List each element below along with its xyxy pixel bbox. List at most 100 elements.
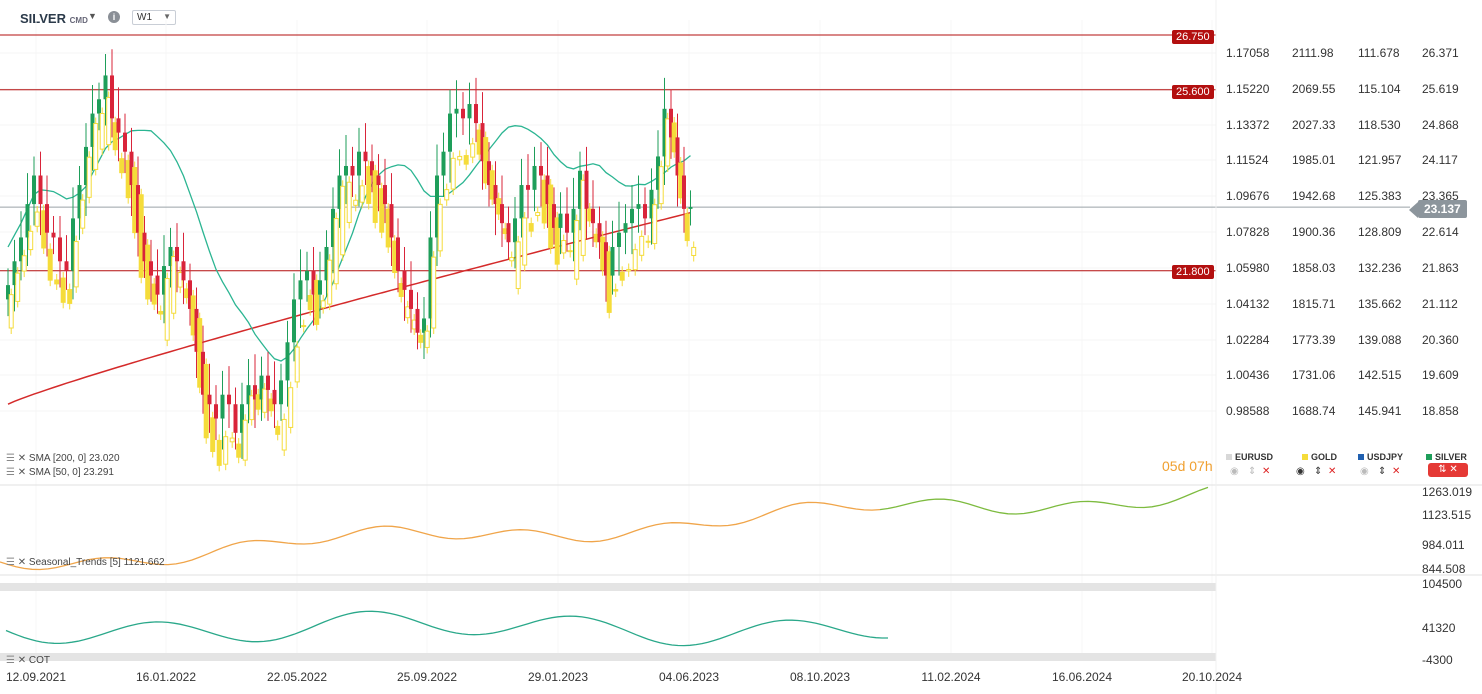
candle-body xyxy=(428,237,433,319)
candle-body xyxy=(487,161,491,186)
candle-body xyxy=(474,104,478,124)
axis-cot-tick: -4300 xyxy=(1422,653,1453,667)
gold-candle-body xyxy=(158,310,164,315)
candle-body xyxy=(175,246,179,262)
candle-body xyxy=(201,351,205,395)
candle-body xyxy=(617,232,621,247)
sma50-remove-icon[interactable]: ✕ xyxy=(17,467,27,478)
gold-candle-body xyxy=(398,283,404,297)
candle-body xyxy=(552,204,556,228)
symbol-dropdown-icon[interactable]: ▼ xyxy=(88,11,97,21)
usdjpy-eye-icon[interactable]: ◉ xyxy=(1360,466,1369,477)
instrument-usdjpy[interactable]: USDJPY xyxy=(1358,452,1403,462)
legend-sma50[interactable]: ☰ ✕ SMA [50, 0] 23.291 xyxy=(6,467,114,478)
gold-candle-body xyxy=(483,137,489,184)
candle-body xyxy=(279,380,283,405)
gold-candle-body xyxy=(372,170,378,223)
sma200-remove-icon[interactable]: ✕ xyxy=(17,453,27,464)
gold-candle-body xyxy=(437,203,443,252)
candle-body xyxy=(422,318,426,333)
timeframe-chevron-icon: ▼ xyxy=(163,12,171,21)
date-label: 04.06.2023 xyxy=(658,670,720,684)
instrument-eurusd[interactable]: EURUSD xyxy=(1226,452,1273,462)
gold-candle-body xyxy=(424,330,430,348)
level-tag-25600[interactable]: 25.600 xyxy=(1172,85,1214,99)
usdjpy-sort-icon[interactable]: ⇕ xyxy=(1378,466,1387,477)
gold-candle-body xyxy=(229,437,235,443)
candle-body xyxy=(292,299,296,343)
seasonal-path-future xyxy=(879,486,1209,515)
cot-menu-icon[interactable]: ☰ xyxy=(6,655,15,666)
level-tag-26750[interactable]: 26.750 xyxy=(1172,30,1214,44)
timeframe-select[interactable]: W1 ▼ xyxy=(132,10,176,25)
gold-close-icon[interactable]: ✕ xyxy=(1328,466,1337,477)
eurusd-close-icon[interactable]: ✕ xyxy=(1262,466,1271,477)
gold-sort-icon[interactable]: ⇕ xyxy=(1314,466,1323,477)
candle-body xyxy=(506,223,511,243)
gold-candle-body xyxy=(262,388,268,413)
candle-body xyxy=(402,270,407,290)
silver-controls-button[interactable]: ⇅ ✕ xyxy=(1428,463,1468,477)
cot-path xyxy=(5,610,888,647)
axis-silver-tick: 21.112 xyxy=(1422,297,1458,311)
candle-body xyxy=(357,151,361,176)
gold-eye-icon[interactable]: ◉ xyxy=(1296,466,1305,477)
instrument-gold[interactable]: GOLD xyxy=(1302,452,1337,462)
axis-usdjpy-tick: 145.941 xyxy=(1358,404,1402,418)
info-icon[interactable]: i xyxy=(108,11,120,23)
axis-usdjpy-tick: 139.088 xyxy=(1358,333,1402,347)
axis-silver-tick: 19.609 xyxy=(1422,368,1459,382)
cot-remove-icon[interactable]: ✕ xyxy=(17,655,27,666)
gold-candle-body xyxy=(574,220,580,280)
axis-usdjpy-tick: 125.383 xyxy=(1358,189,1402,203)
axis-silver-tick: 24.117 xyxy=(1422,153,1458,167)
axis-gold-tick: 2111.98 xyxy=(1292,46,1334,60)
cot-line xyxy=(5,610,888,647)
seasonal-menu-icon[interactable]: ☰ xyxy=(6,557,15,568)
level-tag-21800[interactable]: 21.800 xyxy=(1172,265,1214,279)
candle-body xyxy=(461,108,465,119)
axis-eurusd-tick: 1.13372 xyxy=(1226,118,1270,132)
date-label: 11.02.2024 xyxy=(921,670,981,684)
axis-eurusd-tick: 1.17058 xyxy=(1226,46,1270,60)
axis-eurusd-tick: 1.11524 xyxy=(1226,153,1269,167)
candle-body xyxy=(305,270,309,281)
gold-candle-body xyxy=(236,443,242,458)
axis-cot-tick: 41320 xyxy=(1422,621,1456,635)
candle-body xyxy=(448,113,452,152)
gold-candle-body xyxy=(93,123,99,170)
candle-body xyxy=(266,375,270,390)
gold-candle-body xyxy=(567,250,573,253)
candle-body xyxy=(90,113,95,147)
gold-candle-body xyxy=(691,246,697,257)
usdjpy-close-icon[interactable]: ✕ xyxy=(1392,466,1401,477)
candle-body xyxy=(136,185,140,233)
gold-candle-body xyxy=(80,199,86,229)
gold-candle-body xyxy=(275,425,281,435)
gold-candle-body xyxy=(470,143,476,158)
axis-gold-tick: 2069.55 xyxy=(1292,82,1336,96)
sma200-label: SMA [200, 0] 23.020 xyxy=(28,453,120,464)
gold-candle-body xyxy=(294,346,300,383)
gold-candle-body xyxy=(652,204,658,244)
eurusd-sort-icon[interactable]: ⇕ xyxy=(1248,466,1257,477)
instrument-gold-label: GOLD xyxy=(1311,452,1337,462)
legend-cot[interactable]: ☰ ✕ COT xyxy=(6,655,50,666)
eurusd-eye-icon[interactable]: ◉ xyxy=(1230,466,1239,477)
current-price-tag: 23.137 xyxy=(1418,200,1467,218)
symbol-title[interactable]: SILVER CMD xyxy=(20,11,88,26)
axis-seasonal-tick: 984.011 xyxy=(1422,538,1465,552)
gold-candle-body xyxy=(457,155,463,161)
seasonal-remove-icon[interactable]: ✕ xyxy=(17,557,27,568)
candle-body xyxy=(500,204,504,224)
sma50-menu-icon[interactable]: ☰ xyxy=(6,467,15,478)
candle-body xyxy=(630,208,634,224)
sma200-menu-icon[interactable]: ☰ xyxy=(6,453,15,464)
legend-seasonal[interactable]: ☰ ✕ Seasonal_Trends [5] 1121.662 xyxy=(6,557,165,568)
instrument-silver[interactable]: SILVER xyxy=(1426,452,1467,462)
legend-sma200[interactable]: ☰ ✕ SMA [200, 0] 23.020 xyxy=(6,453,120,464)
candle-body xyxy=(58,237,62,262)
gold-candle-body xyxy=(340,185,346,256)
